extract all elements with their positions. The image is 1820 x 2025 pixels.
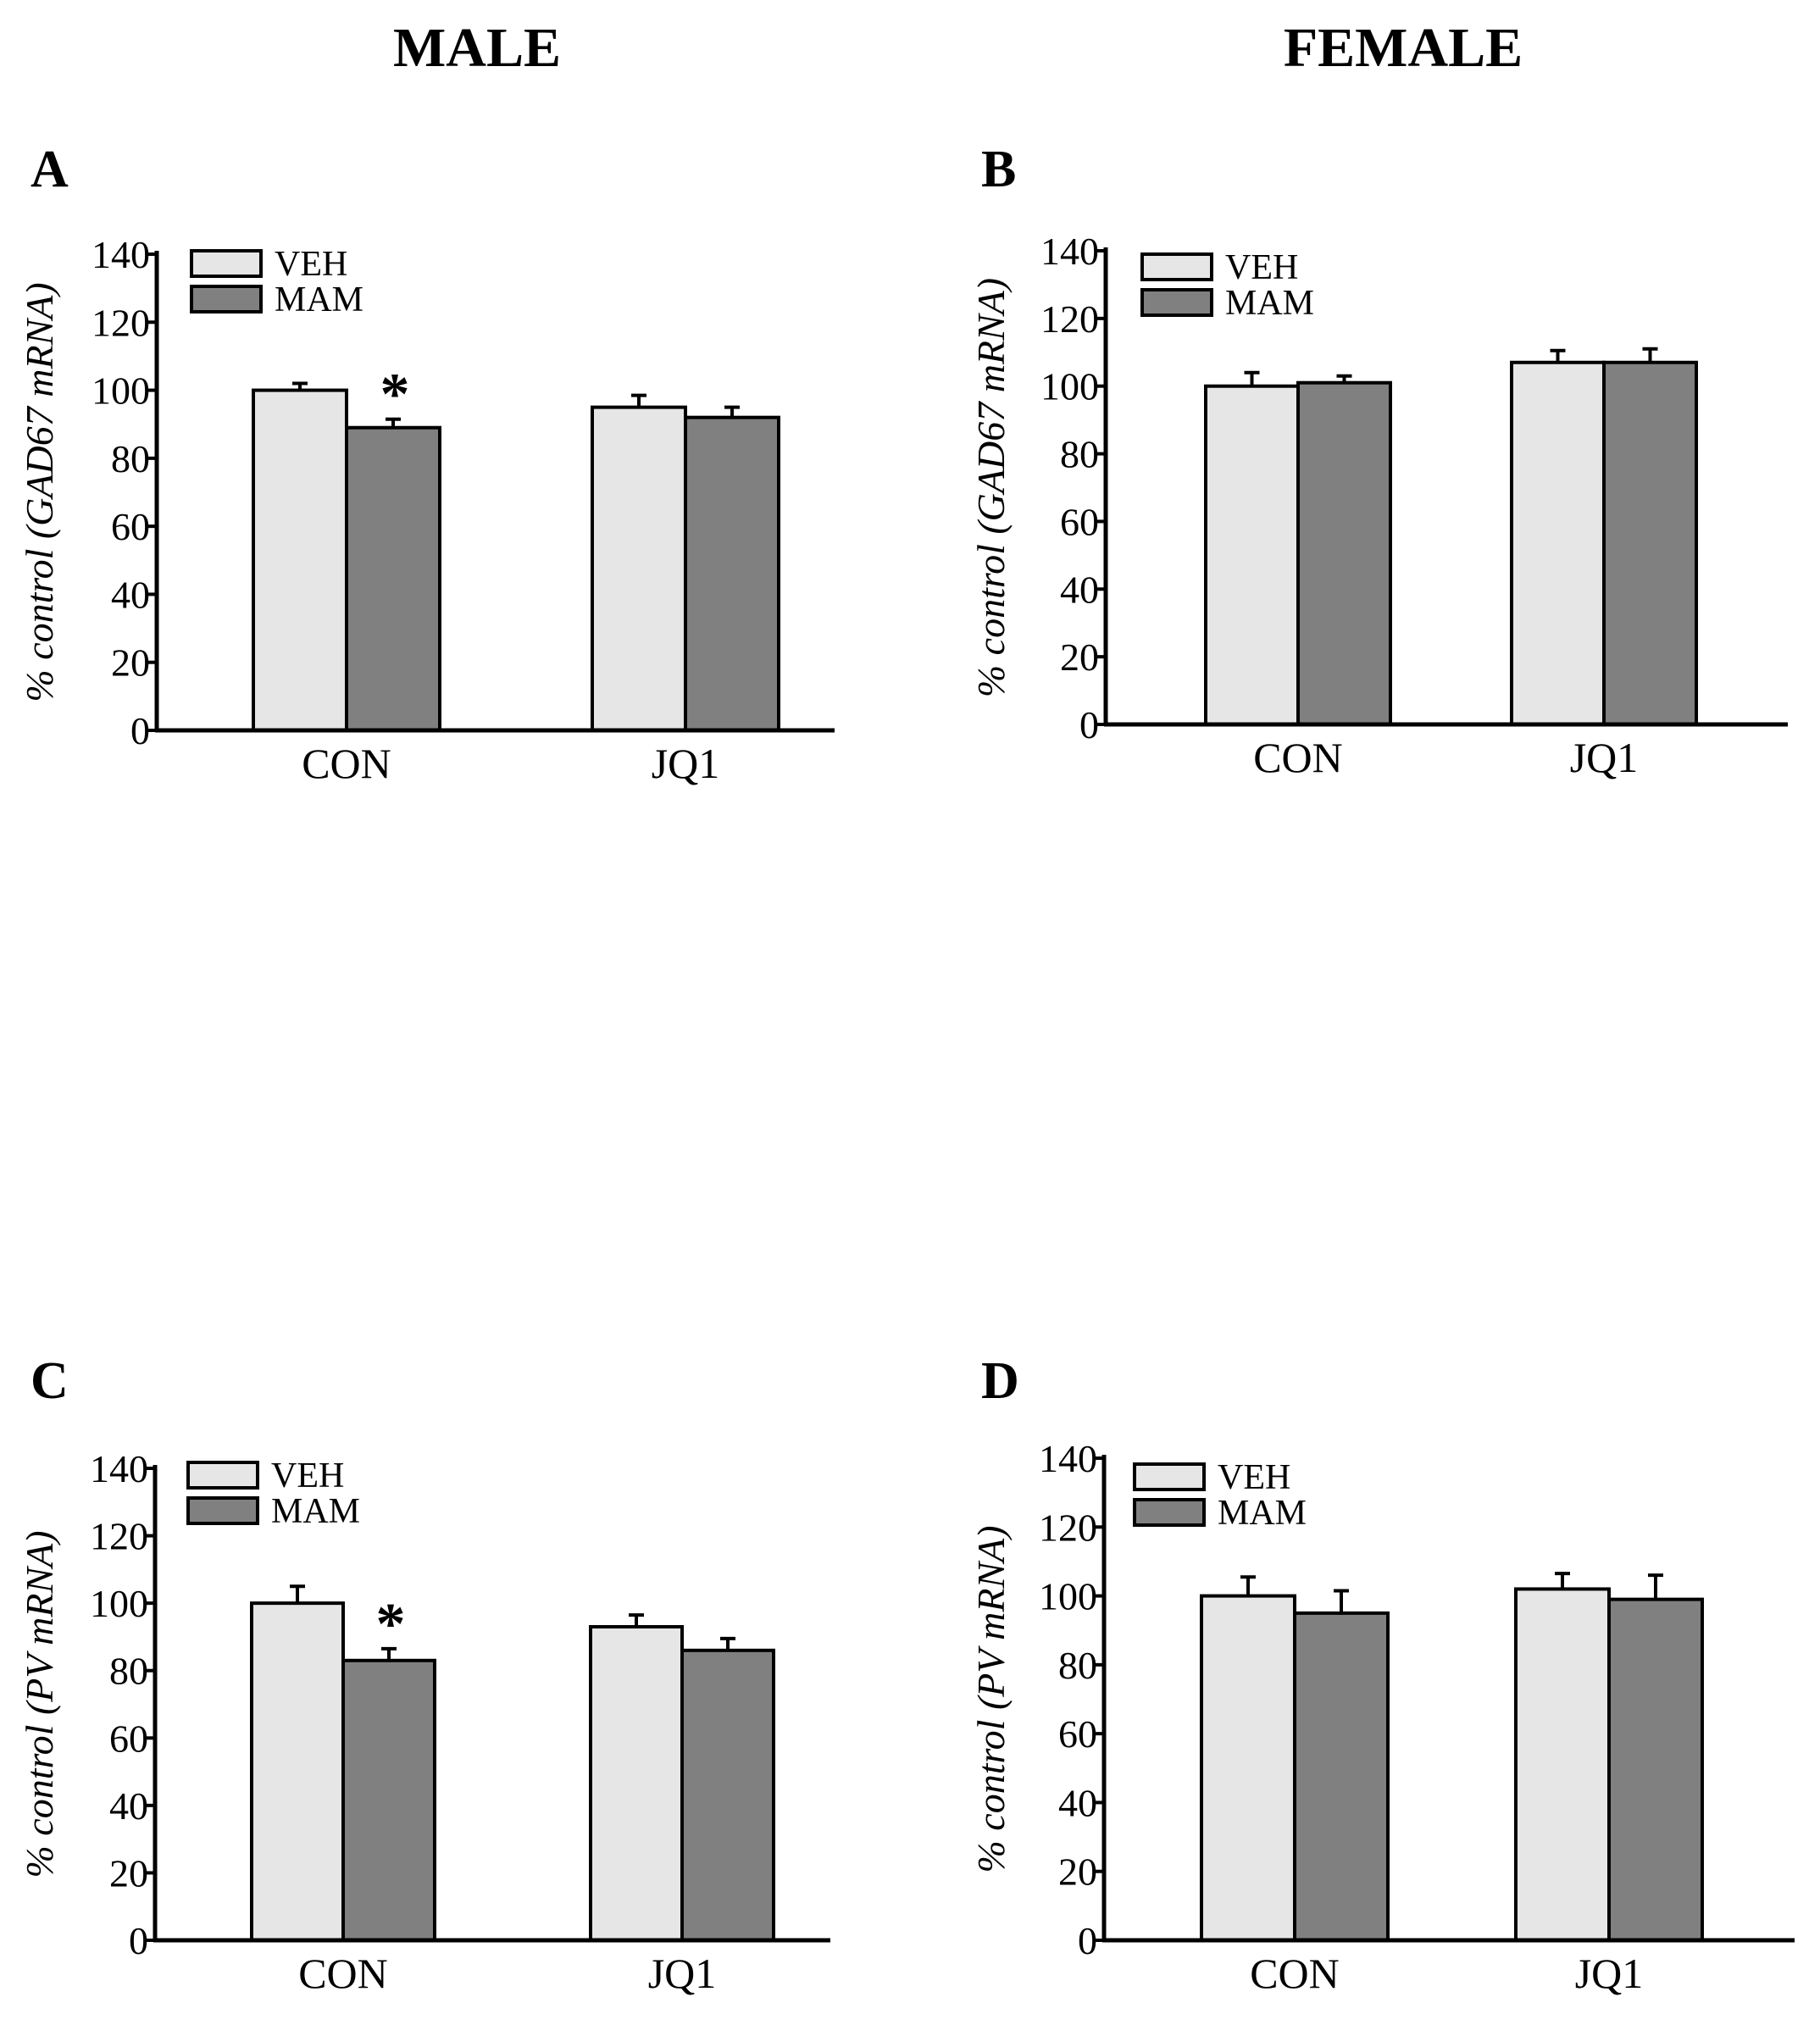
panel-c-y-tick-label: 120: [90, 1515, 148, 1558]
panel-a-category-label: CON: [302, 740, 391, 787]
panel-a-label: A: [31, 141, 69, 198]
panel-d-y-tick-label: 140: [1039, 1437, 1097, 1480]
column-title-male: MALE: [393, 17, 561, 79]
panel-d-y-tick-label: 60: [1058, 1712, 1097, 1756]
panel-b-bar-con-veh: [1204, 384, 1300, 726]
panel-c-y-tick-label: 80: [109, 1650, 148, 1693]
panel-d-y-tick-label: 80: [1058, 1644, 1097, 1687]
panel-c: C CON JQ1 * 0 20 40 60 80 100 120 140 % control (PV …: [18, 1352, 830, 1997]
panel-c-y-axis-title: % control (PV mRNA): [18, 1530, 61, 1878]
panel-a-y-tick-label: 120: [92, 301, 150, 344]
panel-d-y-tick-label: 40: [1058, 1781, 1097, 1824]
panel-b-category-label: JQ1: [1570, 734, 1639, 781]
panel-a-legend-swatch-mam: [190, 285, 263, 313]
panel-a-y-tick-label: 140: [92, 233, 150, 276]
column-title-female: FEMALE: [1284, 17, 1523, 79]
panel-d-label: D: [981, 1352, 1019, 1410]
panel-c-bar-con-mam: [341, 1658, 436, 1942]
panel-d-legend-swatch-mam: [1133, 1498, 1206, 1527]
panel-d-legend-label-veh: VEH: [1218, 1458, 1290, 1497]
panel-c-y-tick-label: 20: [109, 1851, 148, 1895]
panel-a-bar-con-veh: [252, 388, 348, 732]
panel-a: A CON JQ1 * 0 20 40 60 80 100 120 140 % control (GAD…: [18, 141, 835, 787]
panel-b-y-tick-label: 100: [1040, 365, 1099, 408]
panel-c-y-tick-label: 0: [129, 1919, 148, 1962]
panel-d-category-label: CON: [1250, 1950, 1340, 1997]
panel-b-legend-swatch-veh: [1140, 252, 1213, 281]
panel-c-legend-swatch-mam: [186, 1496, 259, 1525]
panel-b-y-tick-label: 120: [1040, 297, 1099, 341]
panel-d-legend-label-mam: MAM: [1218, 1494, 1307, 1533]
panel-c-y-tick-label: 100: [90, 1582, 148, 1625]
panel-d: D CON JQ1 0 20 40 60 80 100 120 140 % control (PV m…: [969, 1352, 1795, 1997]
panel-c-y-tick-label: 60: [109, 1717, 148, 1760]
panel-c-significance-mark: *: [376, 1592, 406, 1657]
panel-b-legend-label-veh: VEH: [1225, 248, 1298, 287]
panel-c-bar-jq1-mam: [680, 1648, 775, 1943]
panel-b-label: B: [981, 141, 1016, 198]
panel-b-bar-con-mam: [1296, 380, 1392, 726]
panel-a-significance-mark: *: [380, 363, 410, 428]
panel-c-bar-jq1-veh: [589, 1624, 684, 1942]
panel-c-category-label: JQ1: [648, 1950, 717, 1997]
panel-b-legend-label-mam: MAM: [1225, 284, 1314, 323]
panel-d-y-axis-title: % control (PV mRNA): [969, 1525, 1013, 1872]
panel-b-category-label: CON: [1253, 734, 1343, 781]
panel-a-y-tick-label: 40: [111, 573, 150, 616]
panel-b-bar-jq1-veh: [1510, 360, 1606, 726]
panel-b-y-axis-title: % control (GAD67 mRNA): [969, 278, 1013, 697]
panel-a-bar-con-mam: [345, 425, 441, 732]
panel-d-bar-jq1-veh: [1514, 1587, 1611, 1942]
panel-a-legend-swatch-veh: [190, 249, 263, 278]
panels: A CON JQ1 * 0 20 40 60 80 100 120 140 % control (GAD…: [18, 141, 1795, 1997]
panel-b-y-tick-label: 0: [1079, 703, 1099, 746]
panel-a-y-tick-label: 80: [111, 437, 150, 480]
panel-c-label: C: [31, 1352, 69, 1410]
panel-a-legend-label-mam: MAM: [275, 280, 363, 319]
panel-c-y-tick-label: 40: [109, 1784, 148, 1828]
panel-a-y-tick-label: 60: [111, 505, 150, 548]
panel-a-category-label: JQ1: [652, 740, 720, 787]
panel-b: B CON JQ1 0 20 40 60 80 100 120 140 % control (GAD6…: [969, 141, 1788, 781]
panel-c-legend-swatch-veh: [186, 1461, 259, 1490]
panel-c-bar-con-veh: [250, 1601, 345, 1942]
panel-b-y-tick-label: 140: [1040, 230, 1099, 273]
panel-c-legend-label-veh: VEH: [271, 1456, 344, 1495]
panel-a-y-tick-label: 20: [111, 641, 150, 685]
panel-b-y-tick-label: 80: [1060, 433, 1099, 476]
panel-d-y-tick-label: 120: [1039, 1506, 1097, 1549]
panel-a-legend-label-veh: VEH: [275, 245, 347, 284]
panel-b-y-tick-label: 20: [1060, 635, 1099, 679]
panel-b-y-tick-label: 40: [1060, 568, 1099, 611]
panel-d-y-tick-label: 20: [1058, 1850, 1097, 1894]
panel-b-bar-jq1-mam: [1602, 360, 1698, 726]
panel-d-category-label: JQ1: [1575, 1950, 1644, 1997]
panel-c-category-label: CON: [298, 1950, 388, 1997]
panel-a-y-axis-title: % control (GAD67 mRNA): [18, 282, 61, 702]
panel-b-legend-swatch-mam: [1140, 288, 1213, 317]
panel-a-y-tick-label: 0: [130, 709, 150, 752]
panel-a-bar-jq1-veh: [591, 405, 687, 732]
panel-c-legend-label-mam: MAM: [271, 1492, 360, 1531]
panel-d-y-tick-label: 0: [1078, 1919, 1097, 1962]
panel-b-y-tick-label: 60: [1060, 500, 1099, 543]
panel-d-bar-con-mam: [1293, 1611, 1390, 1942]
panel-d-legend-swatch-veh: [1133, 1462, 1206, 1491]
panel-c-y-tick-label: 140: [90, 1447, 148, 1490]
panel-d-bar-con-veh: [1200, 1594, 1296, 1942]
panel-d-bar-jq1-mam: [1607, 1597, 1704, 1943]
panel-d-y-tick-label: 100: [1039, 1575, 1097, 1618]
panel-a-bar-jq1-mam: [684, 415, 780, 732]
panel-a-y-tick-label: 100: [92, 369, 150, 413]
